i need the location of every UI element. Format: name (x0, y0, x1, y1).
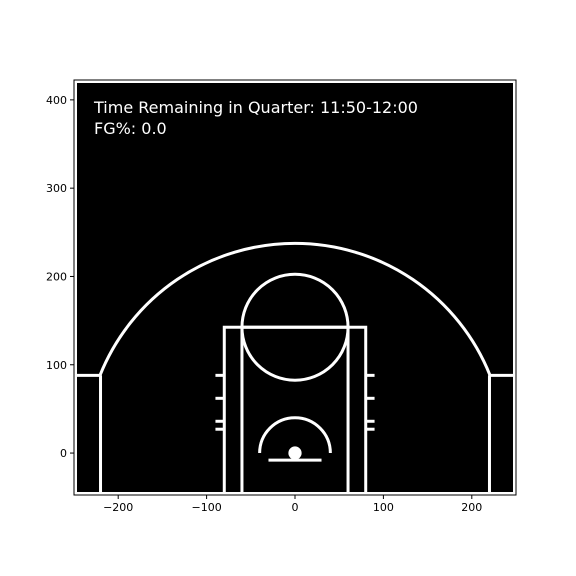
annotation: FG%: 0.0 (94, 119, 167, 138)
y-tick-label: 100 (46, 359, 67, 372)
x-tick-label: 0 (292, 501, 299, 514)
x-tick-label: 200 (461, 501, 482, 514)
y-tick-label: 400 (46, 94, 67, 107)
y-tick-label: 0 (60, 447, 67, 460)
x-tick-label: −200 (103, 501, 133, 514)
court-box (240, 325, 350, 495)
y-tick-label: 300 (46, 182, 67, 195)
y-tick-label: 200 (46, 270, 67, 283)
annotation: Time Remaining in Quarter: 11:50-12:00 (93, 98, 418, 117)
axes-border (73, 79, 517, 496)
court (74, 241, 516, 495)
court-arc (98, 241, 492, 376)
free-throw-circle (240, 272, 350, 382)
hoop (288, 446, 302, 460)
plot-area (74, 80, 516, 495)
x-tick-label: 100 (373, 501, 394, 514)
axes-frame (74, 80, 516, 495)
x-tick-label: −100 (191, 501, 221, 514)
court-arc (258, 416, 332, 454)
